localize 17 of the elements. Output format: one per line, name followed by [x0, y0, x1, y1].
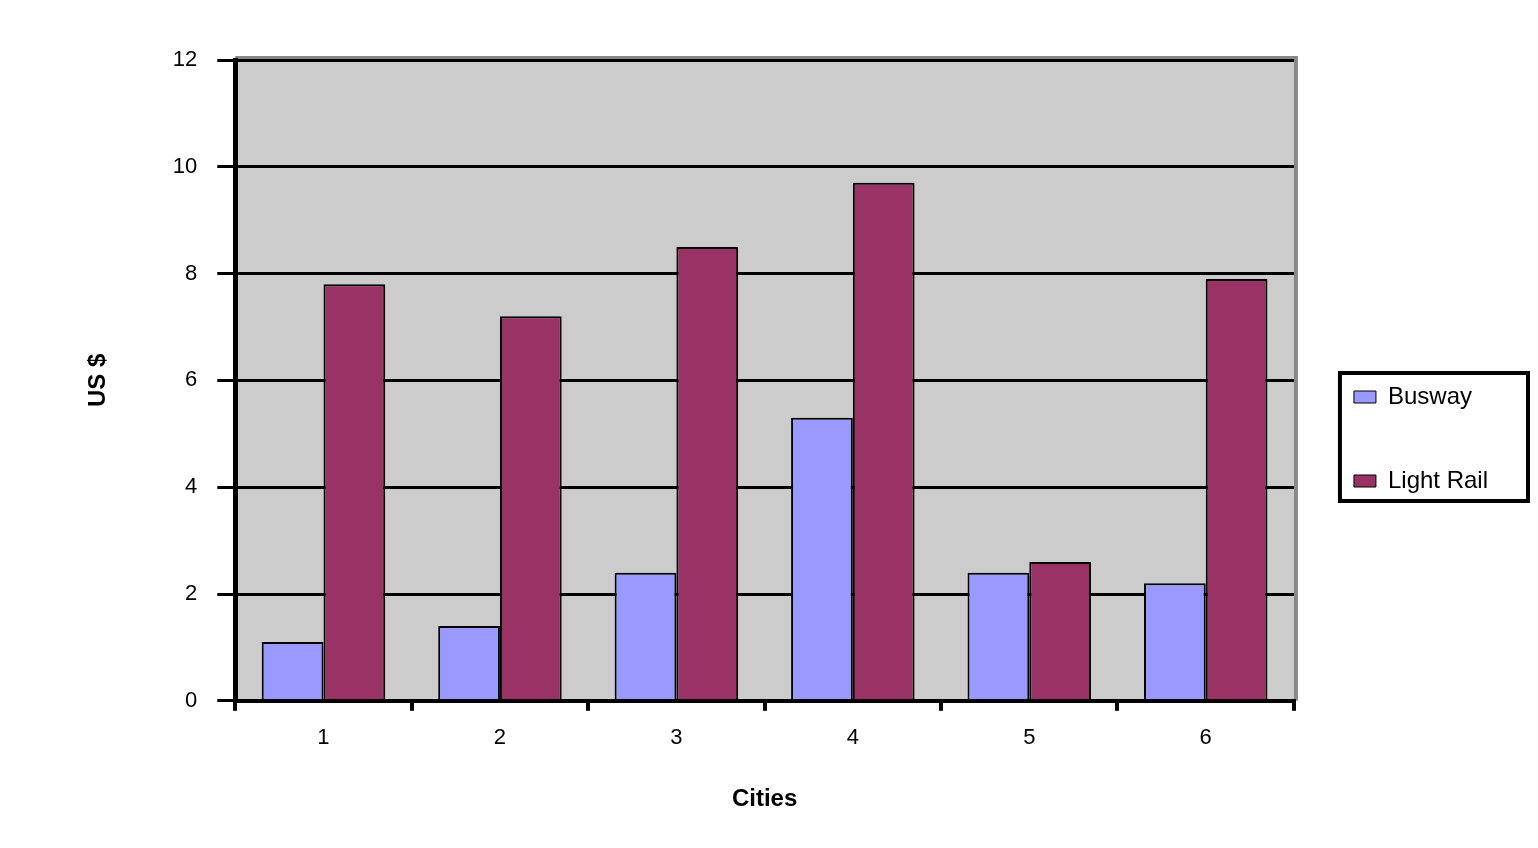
y-tick-label: 12 — [172, 46, 198, 72]
x-tick-label: 1 — [317, 724, 330, 750]
y-axis-title: US $ — [83, 353, 111, 408]
y-tick-label: 4 — [185, 473, 198, 499]
y-tick-label: 8 — [185, 259, 198, 285]
x-tick-label: 5 — [1023, 724, 1036, 750]
x-tick-label: 3 — [670, 724, 683, 750]
legend-label: Light Rail — [1387, 465, 1489, 493]
x-tick-label: 6 — [1199, 724, 1212, 750]
y-tick-label: 10 — [172, 152, 198, 178]
x-tick-label: 4 — [846, 724, 859, 750]
y-tick-label: 0 — [185, 686, 198, 712]
y-tick-label: 2 — [185, 580, 198, 606]
y-tick-label: 6 — [185, 366, 198, 392]
x-tick-label: 2 — [493, 724, 507, 750]
legend-label: Busway — [1387, 381, 1472, 409]
x-axis-title: Cities — [731, 784, 798, 812]
